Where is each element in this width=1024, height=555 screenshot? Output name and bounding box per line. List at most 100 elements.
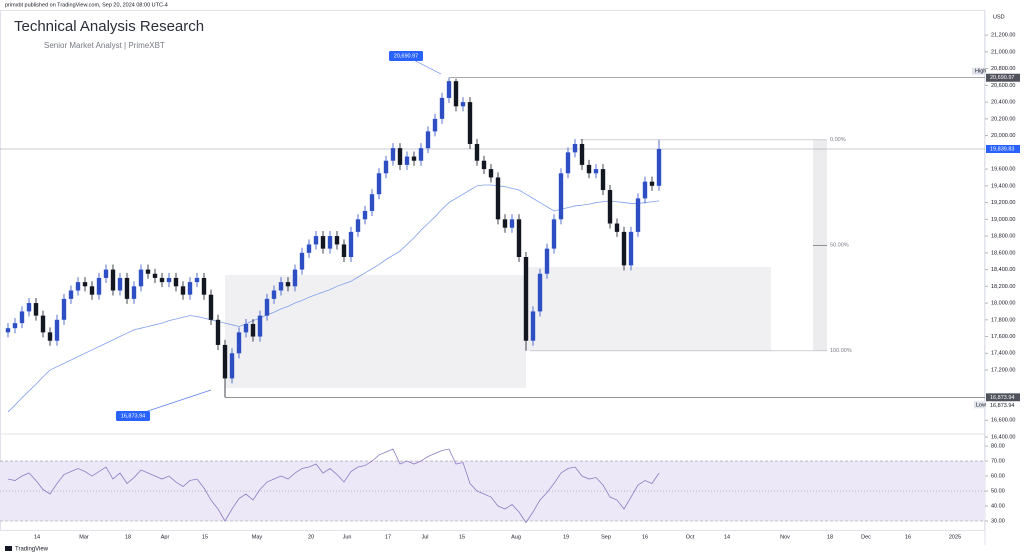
rsi-y-tick-label: 70.00 [991,458,1005,464]
candle-body [614,223,620,232]
candle-body [187,282,193,295]
logo [5,546,12,551]
candle-body [313,236,319,245]
x-tick-label: 18 [125,534,131,540]
y-tick-label: 18,200.00 [991,284,1015,290]
candle-body [418,148,424,161]
x-tick-label: Mar [79,534,89,540]
candle-body [138,269,144,287]
candle-body [299,252,305,270]
candle-body [96,277,102,295]
candle-body [271,290,277,299]
candle-body [292,269,298,287]
candle-body [117,277,123,291]
candle-body [278,282,284,291]
candle-body [607,190,613,224]
candle-body [642,181,648,199]
candle-body [572,143,578,153]
candle-body [124,277,130,299]
candle-body [649,181,655,186]
candle-body [201,277,207,295]
candle-body [166,277,172,283]
y-tick-label: 18,000.00 [991,301,1015,307]
candle-body [110,269,116,291]
rsi-y-tick-label: 80.00 [991,443,1005,449]
candle-body [488,169,494,178]
last-tag-box [986,145,1020,154]
candle-body [131,286,137,299]
candle-body [565,152,571,174]
low-callout-text: 16,873.94 [121,413,145,419]
fib-label: 50.00% [830,243,849,249]
candle-body [628,231,634,266]
candle-body [47,332,53,341]
x-tick-label: May [252,534,263,540]
y-tick-label: 20,200.00 [991,116,1015,122]
candle-body [285,282,291,287]
candle-body [376,173,382,195]
y-tick-label: 18,800.00 [991,234,1015,240]
low-callout-box [116,411,150,421]
candle-body [593,169,599,174]
candle-body [474,143,480,161]
low-value-2: 16,873.94 [990,403,1014,409]
candle-body [425,131,431,149]
currency: USD [993,14,1005,20]
rsi-y-tick-label: 40.00 [991,503,1005,509]
y-tick-label: 20,400.00 [991,100,1015,106]
candle-body [145,269,151,274]
subtitle: Senior Market Analyst | PrimeXBT [44,41,165,50]
x-tick-label: Jun [343,534,352,540]
last-tag-value: 19,839.83 [990,146,1014,152]
y-tick-label: 20,800.00 [991,66,1015,72]
candle-body [334,236,340,245]
y-tick-label: 18,400.00 [991,267,1015,273]
candle-body [411,156,417,161]
candle-body [621,231,627,266]
candle-body [82,282,88,287]
y-tick-label: 17,200.00 [991,367,1015,373]
candle-body [586,164,592,174]
x-tick-label: Sep [601,534,611,540]
x-tick-label: Dec [861,534,871,540]
candle-body [54,319,60,341]
candle-body [250,323,256,337]
candle-body [236,332,242,354]
x-tick-label: 16 [905,534,911,540]
low-name: Low [976,402,986,408]
x-tick-label: 14 [724,534,730,540]
title: Technical Analysis Research [14,18,204,35]
candle-body [390,148,396,161]
y-tick-label: 17,800.00 [991,317,1015,323]
candle-body [173,277,179,287]
moving-average [7,184,660,413]
candle-body [68,290,74,299]
footer: TradingView [5,546,49,553]
y-tick-label: 19,200.00 [991,200,1015,206]
y-tick-label: 19,400.00 [991,183,1015,189]
x-tick-label: Jul [421,534,428,540]
low-tag-value: 16,873.94 [990,395,1014,401]
candle-body [383,160,389,174]
candle-body [215,319,221,345]
fib-label: 100.00% [830,348,852,354]
high-tag-value: 20,690.97 [990,75,1014,81]
candle-body [75,282,81,291]
candle-body [453,81,459,107]
rsi-line [7,448,660,524]
candle-body [355,219,361,232]
byline: primxbt published on TradingView.com, Se… [5,2,168,8]
high-name: High [975,69,986,75]
y-tick-label: 17,600.00 [991,334,1015,340]
candle-body [229,353,235,379]
candle-body [222,344,228,379]
candle-body [341,244,347,258]
y-tick-label: 20,000.00 [991,133,1015,139]
low-name-box [974,401,985,409]
rsi-y-tick-label: 30.00 [991,518,1005,524]
y-tick-label: 19,000.00 [991,217,1015,223]
x-tick-label: 19 [563,534,569,540]
candle-body [523,257,529,341]
candle-body [397,148,403,165]
candle-body [320,236,326,249]
